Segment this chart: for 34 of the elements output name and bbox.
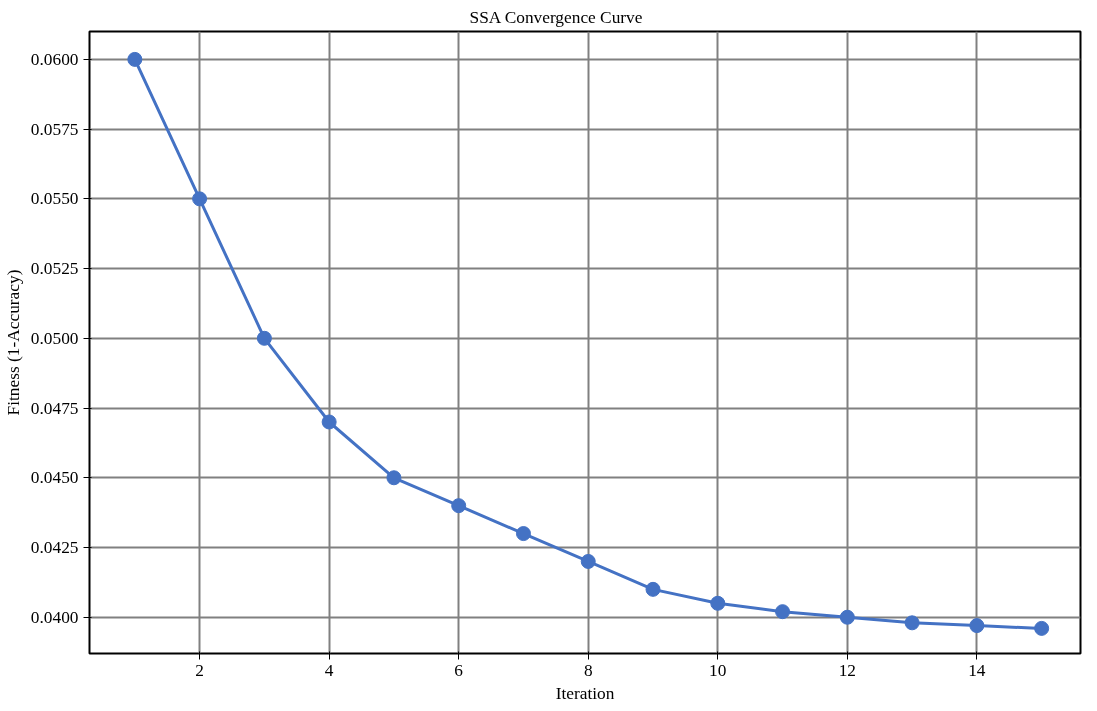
y-axis-title: Fitness (1-Accuracy): [3, 269, 23, 416]
point: [192, 191, 208, 207]
point: [645, 581, 661, 597]
x-tick-label: 14: [968, 660, 986, 680]
point: [515, 526, 531, 542]
point: [127, 51, 143, 67]
x-tick-label: 6: [454, 660, 464, 680]
y-tick-label: 0.0500: [30, 328, 79, 348]
x-tick-label: 8: [583, 660, 593, 680]
point: [969, 618, 985, 634]
point: [386, 470, 402, 486]
y-tick-label: 0.0400: [30, 607, 79, 627]
x-axis-title: Iteration: [555, 683, 615, 703]
point: [256, 330, 272, 346]
y-tick-label: 0.0525: [30, 259, 79, 279]
x-tick-label: 10: [709, 660, 727, 680]
point: [904, 615, 920, 631]
point: [1034, 620, 1050, 636]
y-tick-label: 0.0475: [30, 398, 79, 418]
y-tick-label: 0.0600: [30, 49, 79, 69]
chart-title: SSA Convergence Curve: [469, 7, 643, 27]
point: [775, 604, 791, 620]
point: [321, 414, 337, 430]
x-tick-label: 2: [195, 660, 204, 680]
point: [580, 553, 596, 569]
x-tick-label: 12: [838, 660, 856, 680]
y-tick-label: 0.0575: [30, 119, 79, 139]
point: [710, 595, 726, 611]
x-tick-label: 4: [324, 660, 334, 680]
point: [839, 609, 855, 625]
point: [451, 498, 467, 514]
y-tick-label: 0.0450: [30, 468, 79, 488]
y-tick-label: 0.0425: [30, 538, 79, 558]
y-tick-label: 0.0550: [30, 189, 79, 209]
